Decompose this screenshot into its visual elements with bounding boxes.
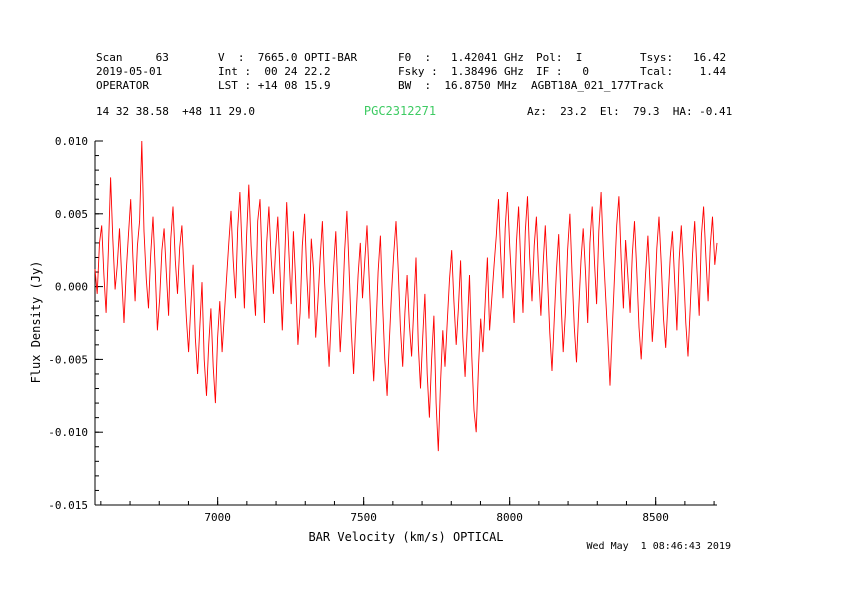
header-if: IF : 0 xyxy=(536,65,589,78)
header-velocity: V : 7665.0 OPTI-BAR xyxy=(218,51,358,64)
header-date: 2019-05-01 xyxy=(96,65,163,78)
source-name: PGC2312271 xyxy=(363,104,437,118)
y-tick-label: 0.000 xyxy=(55,281,88,294)
header-project: AGBT18A_021_177Track xyxy=(531,79,664,92)
plot-timestamp: Wed May 1 08:46:43 2019 xyxy=(586,541,732,552)
y-tick-label: 0.010 xyxy=(55,135,88,148)
x-tick-label: 7000 xyxy=(204,511,231,524)
y-tick-label: -0.015 xyxy=(48,499,88,512)
az-el-ha-readout: Az: 23.2 El: 79.3 HA: -0.41 xyxy=(527,105,733,118)
header-fsky: Fsky : 1.38496 GHz xyxy=(398,65,524,78)
x-axis-label: BAR Velocity (km/s) OPTICAL xyxy=(308,530,504,544)
header-lst: LST : +14 08 15.9 xyxy=(218,79,331,92)
header-scan: Scan 63 xyxy=(96,51,169,64)
spectrum-line xyxy=(94,140,718,452)
header-tcal: Tcal: 1.44 xyxy=(640,65,727,78)
header-int: Int : 00 24 22.2 xyxy=(218,65,331,78)
x-tick-label: 8000 xyxy=(496,511,523,524)
header-f0: F0 : 1.42041 GHz xyxy=(398,51,524,64)
y-tick-label: -0.005 xyxy=(48,353,88,366)
header-tsys: Tsys: 16.42 xyxy=(640,51,727,64)
x-tick-label: 8500 xyxy=(642,511,669,524)
header-bw: BW : 16.8750 MHz xyxy=(398,79,518,92)
header-operator: OPERATOR xyxy=(96,79,149,92)
x-tick-label: 7500 xyxy=(350,511,377,524)
source-coordinates: 14 32 38.58 +48 11 29.0 xyxy=(96,105,255,118)
header-pol: Pol: I xyxy=(536,51,583,64)
y-axis-label: Flux Density (Jy) xyxy=(29,260,43,384)
y-tick-label: -0.010 xyxy=(48,426,88,439)
y-tick-label: 0.005 xyxy=(55,208,88,221)
